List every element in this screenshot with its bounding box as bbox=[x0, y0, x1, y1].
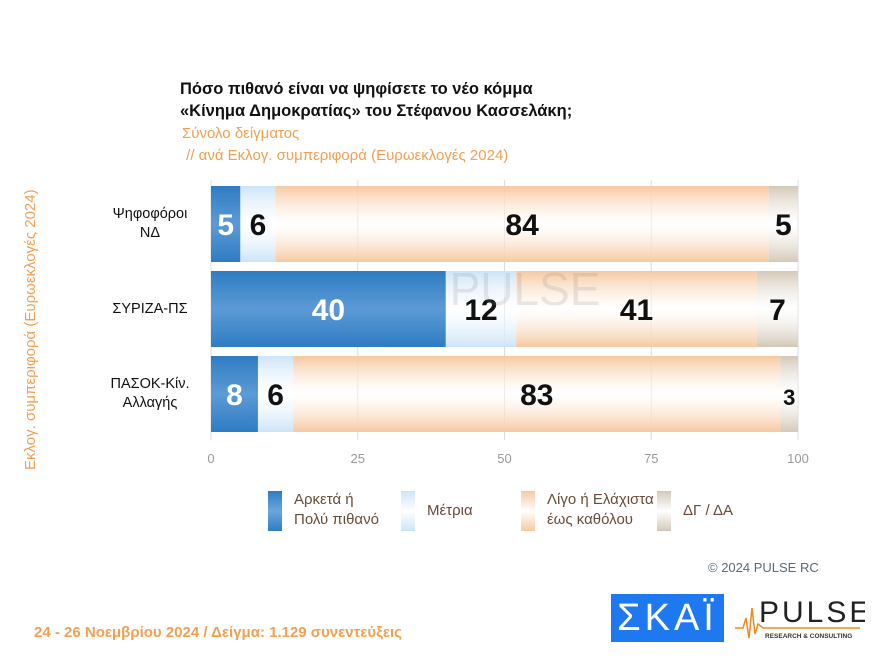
legend-swatch bbox=[401, 491, 415, 531]
bar-segment bbox=[211, 356, 258, 432]
footer-fieldwork: 24 - 26 Νοεμβρίου 2024 / Δείγμα: 1.129 σ… bbox=[34, 624, 402, 641]
skai-logo: ΣΚΑΪ bbox=[611, 594, 724, 642]
bar-segment bbox=[275, 186, 769, 262]
x-tick-label: 25 bbox=[350, 451, 365, 466]
data-label: 3 bbox=[783, 385, 795, 410]
category-label: ΣΥΡΙΖΑ-ΠΣ bbox=[90, 300, 210, 319]
bar-segment bbox=[211, 271, 446, 347]
subtitle: Σύνολο δείγματος bbox=[182, 125, 300, 142]
data-label: 6 bbox=[250, 209, 267, 242]
legend-swatch bbox=[521, 491, 535, 531]
category-label-line: Αλλαγής bbox=[122, 395, 178, 411]
svg-text:PULSE: PULSE bbox=[759, 596, 865, 629]
legend-label-line: Λίγο ή Ελάχιστα bbox=[547, 491, 654, 508]
pulse-logo: PULSE RESEARCH & CONSULTING bbox=[735, 596, 865, 640]
chart-title: Πόσο πιθανό είναι να ψηφίσετε το νέο κόμ… bbox=[180, 78, 572, 122]
bar-segment bbox=[780, 356, 798, 432]
data-label: 5 bbox=[217, 209, 234, 242]
data-label: 6 bbox=[267, 379, 284, 412]
legend-swatch bbox=[657, 491, 671, 531]
data-label: 41 bbox=[620, 294, 653, 327]
category-label-line: ΠΑΣΟΚ-Κίν. bbox=[110, 376, 190, 392]
legend-label-line: έως καθόλου bbox=[547, 511, 634, 528]
bar-segment bbox=[768, 186, 798, 262]
bar-segment bbox=[211, 186, 241, 262]
x-tick-label: 75 bbox=[644, 451, 659, 466]
x-tick-label: 0 bbox=[207, 451, 215, 466]
legend-label-line: Πολύ πιθανό bbox=[294, 511, 379, 528]
data-label: 8 bbox=[226, 379, 243, 412]
legend-swatch bbox=[268, 491, 282, 531]
data-label: 12 bbox=[464, 294, 497, 327]
legend-label: Μέτρια bbox=[427, 501, 473, 521]
legend-label-line: Μέτρια bbox=[427, 502, 473, 519]
bar-segment bbox=[240, 186, 276, 262]
svg-text:RESEARCH & CONSULTING: RESEARCH & CONSULTING bbox=[765, 633, 852, 640]
watermark: PULSE bbox=[450, 263, 601, 315]
subtitle: // ανά Εκλογ. συμπεριφορά (Ευρωεκλογές 2… bbox=[182, 147, 509, 164]
data-label: 7 bbox=[769, 294, 786, 327]
category-label-line: Ψηφοφόροι bbox=[112, 206, 188, 222]
category-label-line: ΝΔ bbox=[139, 225, 161, 241]
bar-segment bbox=[293, 356, 781, 432]
data-label: 5 bbox=[775, 209, 792, 242]
title-line: «Κίνημα Δημοκρατίας» του Στέφανου Κασσελ… bbox=[180, 102, 573, 120]
data-label: 40 bbox=[312, 294, 345, 327]
data-label: 84 bbox=[505, 209, 539, 242]
legend-label-line: Αρκετά ή bbox=[294, 491, 354, 508]
x-tick-label: 50 bbox=[497, 451, 512, 466]
bar-chart: 5 6 84 540 12 41 78 6 83 3 PULSE bbox=[210, 180, 799, 440]
data-label: 83 bbox=[520, 379, 553, 412]
legend-label: Λίγο ή Ελάχιστα έως καθόλου bbox=[547, 490, 654, 530]
category-label: ΠΑΣΟΚ-Κίν. Αλλαγής bbox=[90, 375, 210, 413]
copyright: © 2024 PULSE RC bbox=[708, 560, 819, 575]
x-tick-label: 100 bbox=[787, 451, 809, 466]
legend-label: ΔΓ / ΔΑ bbox=[683, 501, 733, 521]
bar-segment bbox=[516, 271, 757, 347]
bar-segment bbox=[257, 356, 294, 432]
bar-segment bbox=[445, 271, 517, 347]
legend-label-line: ΔΓ / ΔΑ bbox=[683, 502, 733, 519]
category-label: Ψηφοφόροι ΝΔ bbox=[90, 205, 210, 243]
title-line: Πόσο πιθανό είναι να ψηφίσετε το νέο κόμ… bbox=[180, 80, 533, 98]
legend-label: Αρκετά ή Πολύ πιθανό bbox=[294, 490, 379, 530]
bar-segment bbox=[756, 271, 798, 347]
category-label-line: ΣΥΡΙΖΑ-ΠΣ bbox=[112, 300, 188, 317]
